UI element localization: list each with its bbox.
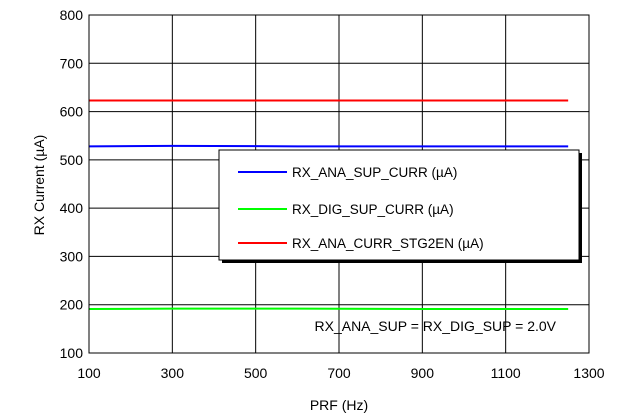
x-axis-label: PRF (Hz) [310,397,368,413]
x-tick-labels: 100 300 500 700 900 1100 1300 [77,365,604,381]
x-tick-label: 900 [411,365,435,381]
x-tick-label: 100 [77,365,101,381]
x-tick-label: 1300 [573,365,604,381]
legend-box [218,149,580,261]
supply-annotation: RX_ANA_SUP = RX_DIG_SUP = 2.0V [315,318,557,334]
series-lines [88,99,569,311]
y-tick-label: 600 [60,104,84,120]
y-axis-label: RX Current (µA) [31,135,47,236]
y-tick-label: 200 [60,297,84,313]
y-tick-label: 100 [60,345,84,361]
legend: RX_ANA_SUP_CURR (µA) RX_DIG_SUP_CURR (µA)… [218,149,582,263]
y-tick-labels: 100 200 300 400 500 600 700 800 [60,7,84,361]
y-tick-label: 500 [60,152,84,168]
x-tick-label: 700 [327,365,351,381]
legend-label-2: RX_DIG_SUP_CURR (µA) [292,202,454,217]
x-tick-label: 1100 [491,365,521,381]
legend-label-1: RX_ANA_SUP_CURR (µA) [292,165,457,180]
y-tick-label: 700 [60,55,84,71]
legend-label-3: RX_ANA_CURR_STG2EN (µA) [292,236,484,251]
y-tick-label: 800 [60,7,84,23]
x-tick-label: 500 [244,365,268,381]
y-tick-label: 400 [60,200,84,216]
y-tick-label: 300 [60,248,84,264]
x-tick-label: 300 [161,365,185,381]
plot-frame [88,14,590,354]
